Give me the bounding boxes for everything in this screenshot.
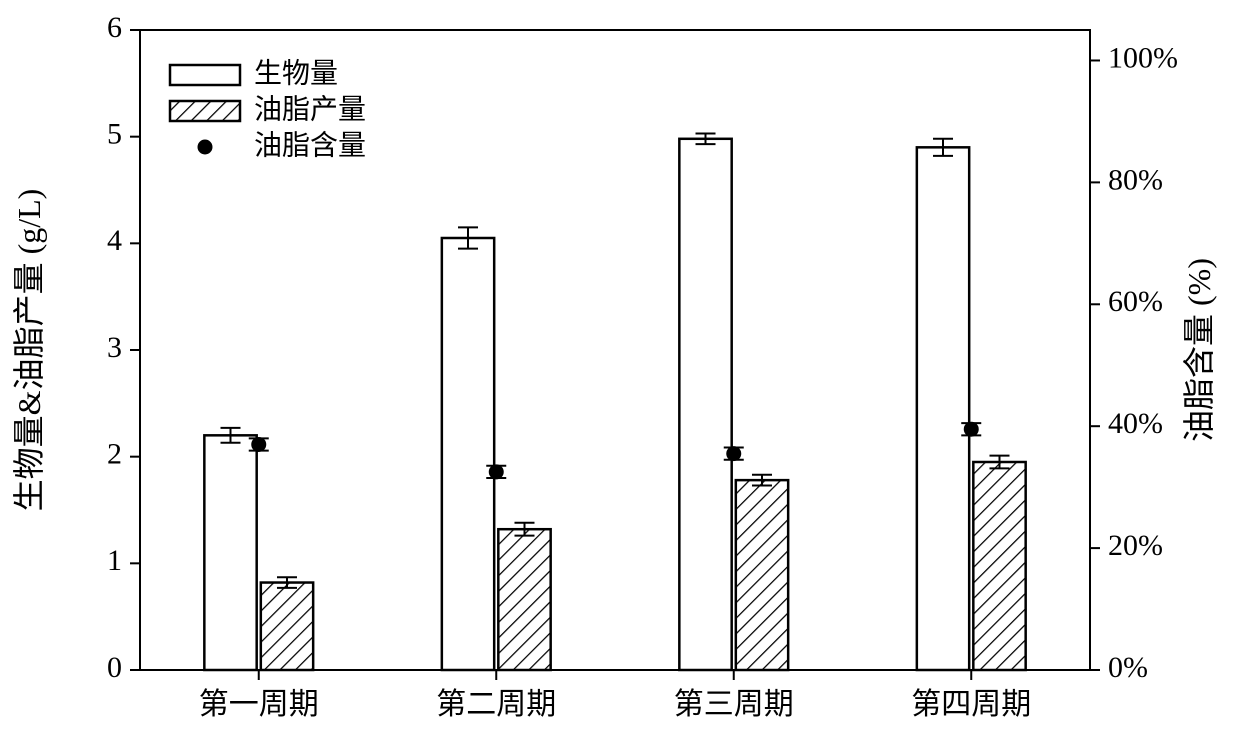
legend-label: 油脂产量: [254, 93, 366, 125]
lipid-yield-bar: [498, 529, 550, 670]
category-label: 第一周期: [199, 688, 319, 721]
legend: 生物量油脂产量油脂含量: [170, 57, 366, 161]
right-y-tick-label: 0%: [1108, 651, 1148, 684]
lipid-yield-bar: [973, 462, 1025, 670]
left-y-tick-label: 1: [107, 544, 122, 577]
right-y-axis-title: 油脂含量 (%): [1181, 258, 1217, 442]
left-y-tick-label: 0: [107, 651, 122, 684]
category-label: 第三周期: [674, 688, 794, 721]
lipid-yield-bar: [736, 480, 788, 670]
biomass-bar: [442, 238, 494, 670]
right-y-tick-label: 20%: [1108, 529, 1163, 562]
chart-svg: 01234560%20%40%60%80%100%第一周期第二周期第三周期第四周…: [0, 0, 1240, 750]
left-y-tick-label: 5: [107, 118, 122, 151]
category-label: 第四周期: [911, 688, 1031, 721]
biomass-bar: [679, 139, 731, 670]
left-y-axis-title: 生物量&油脂产量 (g/L): [11, 189, 47, 512]
lipid-content-point: [727, 447, 741, 461]
legend-label: 生物量: [254, 57, 338, 89]
right-y-tick-label: 40%: [1108, 407, 1163, 440]
left-y-tick-label: 2: [107, 438, 122, 471]
lipid-content-point: [489, 465, 503, 479]
biomass-bar: [204, 435, 256, 670]
right-y-tick-label: 80%: [1108, 163, 1163, 196]
right-y-tick-label: 100%: [1108, 41, 1178, 74]
lipid-content-point: [252, 437, 266, 451]
category-label: 第二周期: [436, 688, 556, 721]
biomass-bar: [917, 147, 969, 670]
right-y-tick-label: 60%: [1108, 285, 1163, 318]
left-y-tick-label: 3: [107, 331, 122, 364]
left-y-tick-label: 6: [107, 11, 122, 44]
chart-container: 01234560%20%40%60%80%100%第一周期第二周期第三周期第四周…: [0, 0, 1240, 750]
lipid-content-point: [964, 422, 978, 436]
left-y-tick-label: 4: [107, 224, 122, 257]
lipid-yield-bar: [261, 583, 313, 670]
legend-label: 油脂含量: [254, 129, 366, 161]
